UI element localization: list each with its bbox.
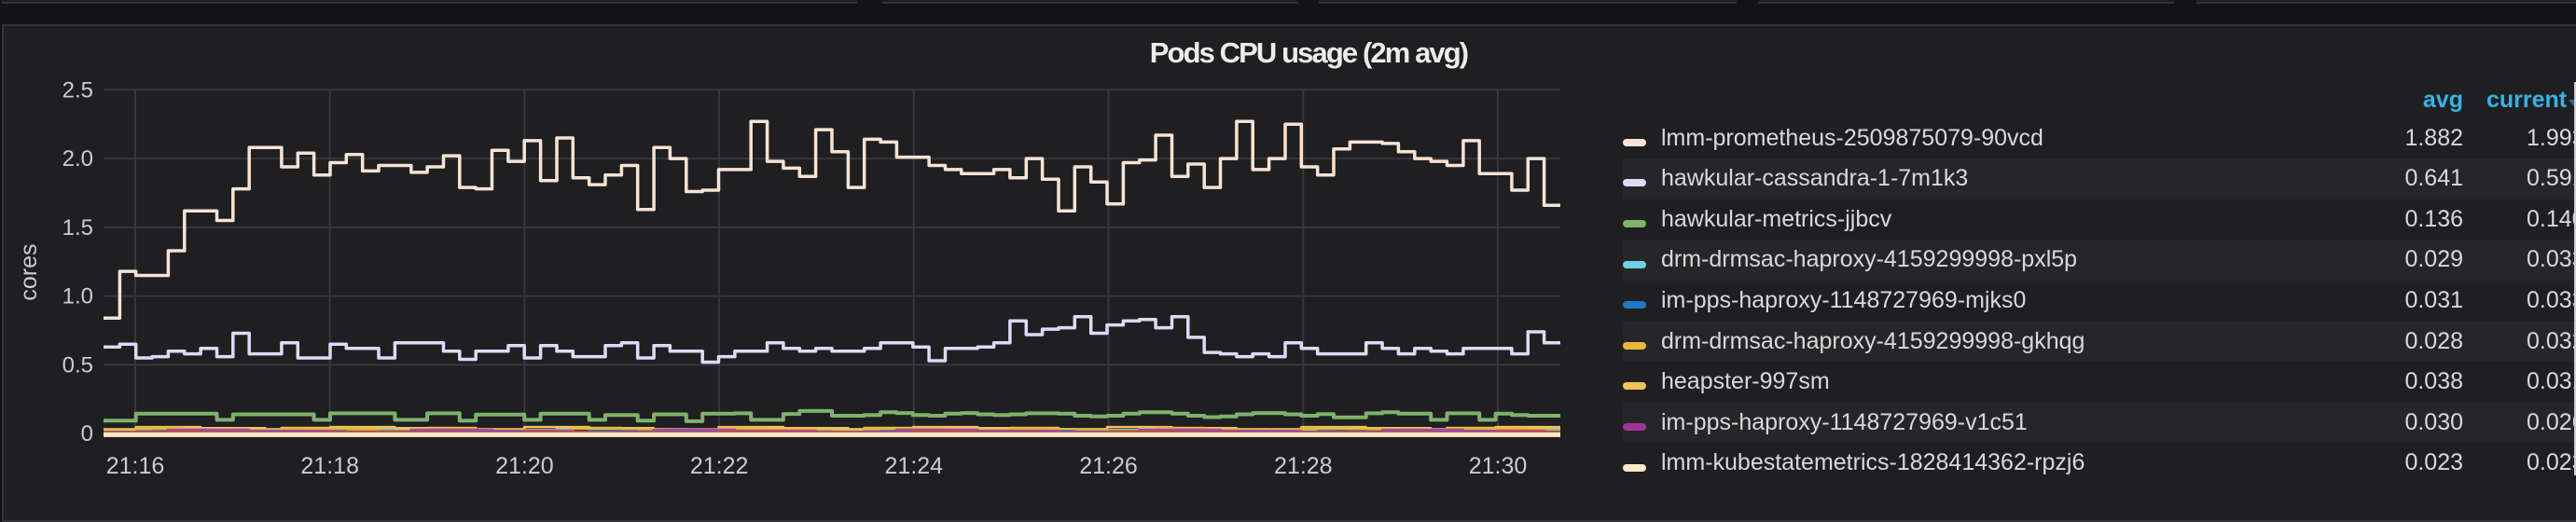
svg-text:21:26: 21:26 xyxy=(1079,453,1138,475)
svg-text:21:30: 21:30 xyxy=(1469,453,1528,475)
svg-text:2.0: 2.0 xyxy=(62,146,93,172)
svg-text:0.5: 0.5 xyxy=(62,352,93,378)
svg-text:21:24: 21:24 xyxy=(885,453,944,475)
svg-text:21:28: 21:28 xyxy=(1274,453,1333,475)
svg-text:21:16: 21:16 xyxy=(106,453,165,475)
svg-text:1.5: 1.5 xyxy=(62,215,93,240)
svg-text:21:20: 21:20 xyxy=(495,453,554,475)
svg-text:0: 0 xyxy=(81,421,93,446)
svg-text:21:18: 21:18 xyxy=(300,453,359,475)
svg-text:2.5: 2.5 xyxy=(62,77,93,103)
svg-text:21:22: 21:22 xyxy=(690,453,749,475)
svg-text:1.0: 1.0 xyxy=(62,284,93,309)
svg-text:cores: cores xyxy=(16,243,42,300)
